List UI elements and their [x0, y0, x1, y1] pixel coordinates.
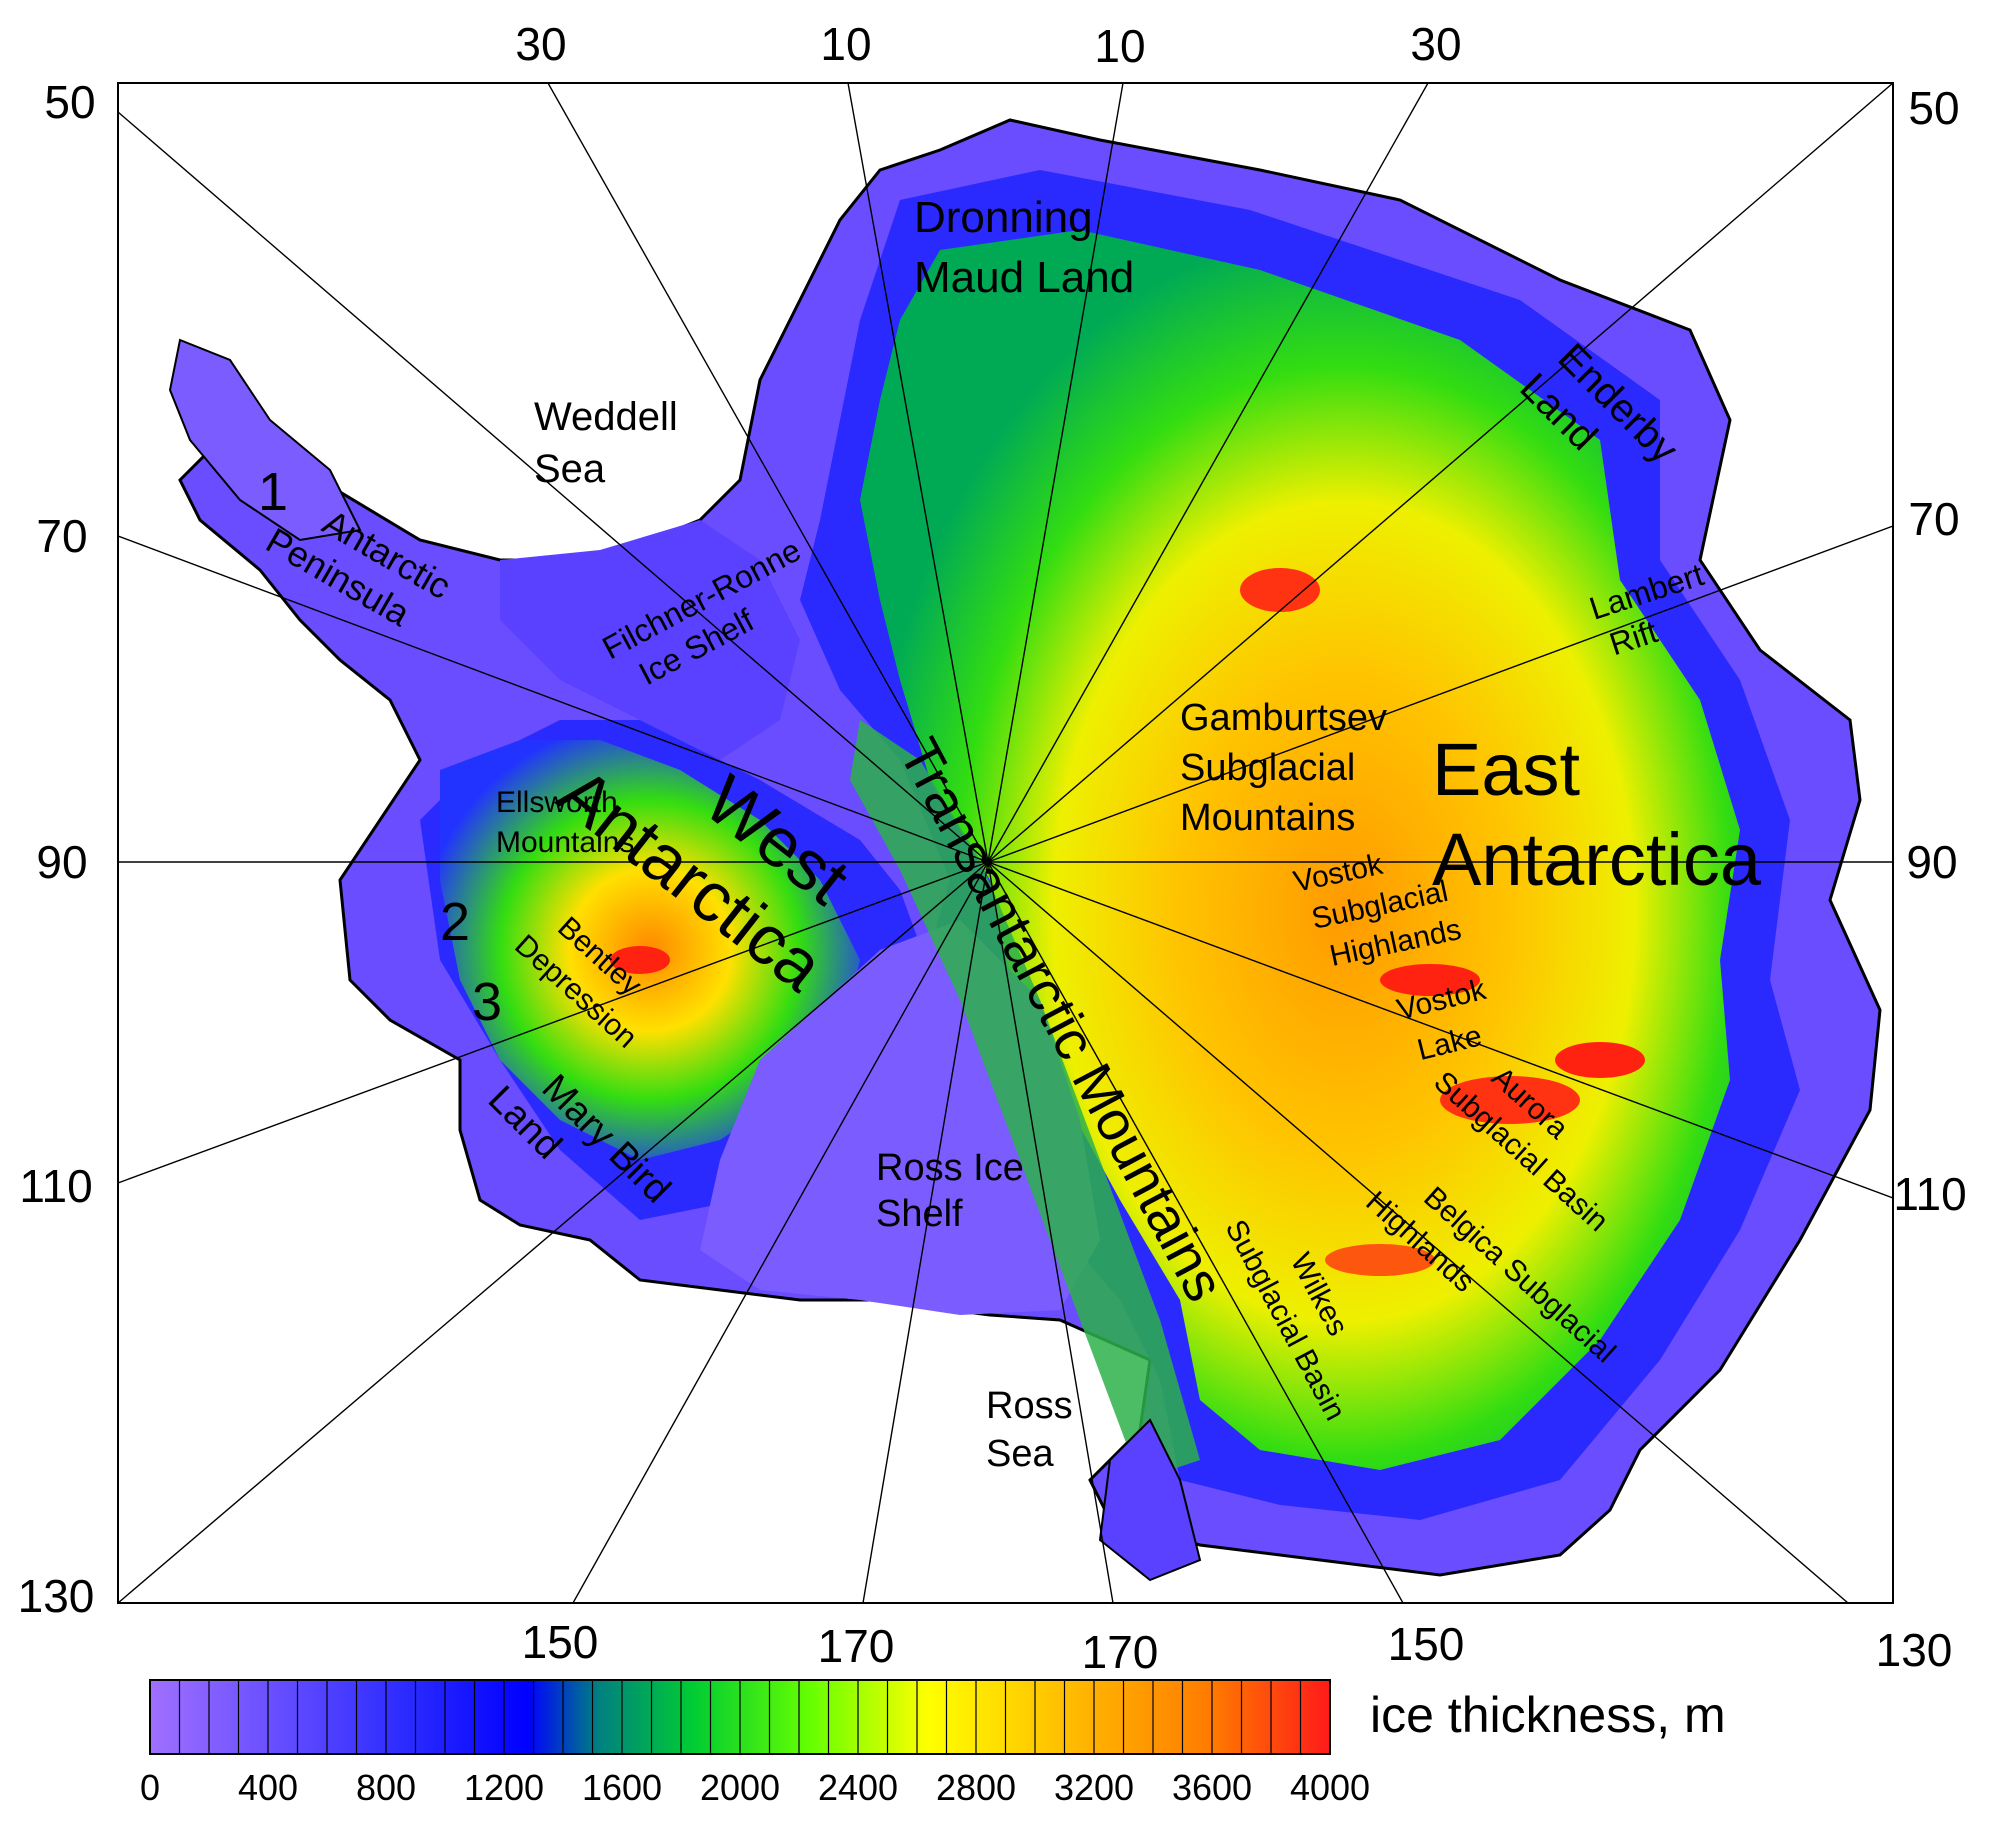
- label-weddell-sea: Weddell Sea: [534, 395, 678, 491]
- color-legend: 0 400 800 1200 1600 2000 2400 2800 3200 3600 4000 …: [140, 1679, 1726, 1808]
- label-ross-sea: Ross Sea: [986, 1385, 1073, 1475]
- label-ross-ice-shelf: Ross Ice Shelf: [876, 1147, 1024, 1235]
- svg-text:Gamburtsev: Gamburtsev: [1180, 697, 1387, 739]
- graticule: [118, 83, 1893, 1603]
- legend-tick-label: 0: [140, 1767, 160, 1808]
- svg-text:Antarctica: Antarctica: [1432, 818, 1762, 901]
- top-lon-label-1: 30: [515, 18, 566, 70]
- svg-text:Maud Land: Maud Land: [914, 253, 1134, 302]
- thick-ice-bentley: [610, 946, 670, 974]
- left-lat-label-4: 110: [19, 1160, 92, 1212]
- svg-text:Mountains: Mountains: [1180, 797, 1355, 839]
- meridian-line: [847, 83, 989, 863]
- meridian-line: [118, 861, 989, 1184]
- svg-text:Shelf: Shelf: [876, 1193, 963, 1235]
- legend-tick-label: 2800: [936, 1767, 1016, 1808]
- svg-text:Subglacial: Subglacial: [1180, 747, 1355, 789]
- label-ellsworth-mountains: Ellsworth Mountains: [496, 786, 634, 859]
- right-lat-label-2: 70: [1908, 493, 1959, 545]
- meridian-line: [547, 83, 989, 863]
- label-dronning-maud-land: Dronning Maud Land: [914, 193, 1134, 302]
- svg-text:East: East: [1432, 728, 1581, 811]
- svg-text:Sea: Sea: [534, 447, 606, 491]
- peninsula-tip: [168, 338, 362, 542]
- bottom-lon-label-4: 150: [1388, 1618, 1465, 1670]
- meridian-line: [987, 83, 1429, 863]
- meridian-line: [118, 535, 989, 863]
- meridian-line: [987, 861, 1404, 1603]
- legend-tick-label: 3200: [1054, 1767, 1134, 1808]
- filchner-ronne-area: [500, 520, 800, 760]
- legend-title: ice thickness, m: [1370, 1687, 1726, 1743]
- right-lat-label-3: 90: [1906, 836, 1957, 888]
- legend-tick-label: 400: [238, 1767, 298, 1808]
- meridian-line: [987, 83, 1124, 863]
- meridian-line: [987, 861, 1893, 1199]
- svg-text:Ellsworth: Ellsworth: [496, 786, 618, 819]
- top-lon-label-2: 10: [820, 18, 871, 70]
- legend-tick-label: 1600: [582, 1767, 662, 1808]
- meridian-line: [987, 861, 1114, 1603]
- east-interior: [860, 230, 1740, 1470]
- legend-tick-labels: 0 400 800 1200 1600 2000 2400 2800 3200 3600 4000: [140, 1767, 1370, 1808]
- meridian-line: [118, 861, 989, 1603]
- ross-sea-coast: [1098, 1418, 1202, 1582]
- meridian-line: [987, 83, 1893, 863]
- label-gamburtsev: Gamburtsev Subglacial Mountains: [1180, 697, 1387, 839]
- right-lat-label-1: 50: [1908, 82, 1959, 134]
- bottom-lon-label-5: 130: [1876, 1624, 1953, 1676]
- legend-dividers: [178, 1680, 1302, 1754]
- bottom-lon-label-1: 150: [522, 1616, 599, 1668]
- label-area-1: 1: [258, 462, 288, 522]
- legend-tick-label: 2400: [818, 1767, 898, 1808]
- thick-ice-wilkes: [1325, 1244, 1435, 1276]
- svg-text:Ross Ice: Ross Ice: [876, 1147, 1024, 1189]
- legend-tick-label: 2000: [700, 1767, 780, 1808]
- bottom-lon-label-2: 170: [818, 1620, 895, 1672]
- label-area-2: 2: [440, 892, 470, 952]
- thick-ice-gamburtsev: [1240, 568, 1320, 612]
- label-area-3: 3: [472, 972, 502, 1032]
- continent-group: [168, 118, 1882, 1582]
- svg-text:Dronning: Dronning: [914, 193, 1093, 242]
- svg-text:Sea: Sea: [986, 1433, 1054, 1475]
- legend-tick-label: 1200: [464, 1767, 544, 1808]
- thick-ice-east: [1555, 1042, 1645, 1078]
- label-east-antarctica: East Antarctica: [1432, 728, 1762, 901]
- legend-tick-label: 4000: [1290, 1767, 1370, 1808]
- meridian-line: [987, 861, 1849, 1603]
- meridian-line: [987, 525, 1893, 863]
- transantarctic-belt: [850, 720, 1200, 1480]
- left-lat-label-5: 130: [18, 1570, 95, 1622]
- svg-text:Ross: Ross: [986, 1385, 1073, 1427]
- svg-text:Weddell: Weddell: [534, 395, 678, 439]
- legend-tick-label: 3600: [1172, 1767, 1252, 1808]
- svg-text:Mountains: Mountains: [496, 826, 634, 859]
- thick-ice-aurora: [1440, 1076, 1580, 1124]
- left-lat-label-3: 90: [36, 836, 87, 888]
- bottom-lon-label-3: 170: [1082, 1626, 1159, 1678]
- meridian-line: [118, 111, 989, 863]
- left-lat-label-2: 70: [36, 510, 87, 562]
- right-lat-label-4: 110: [1893, 1168, 1966, 1220]
- top-lon-label-4: 30: [1410, 18, 1461, 70]
- top-lon-label-3: 10: [1094, 20, 1145, 72]
- legend-tick-label: 800: [356, 1767, 416, 1808]
- meridian-line: [572, 861, 989, 1603]
- left-lat-label-1: 50: [44, 76, 95, 128]
- meridian-line: [862, 861, 989, 1603]
- thick-ice-vostok: [1380, 964, 1480, 996]
